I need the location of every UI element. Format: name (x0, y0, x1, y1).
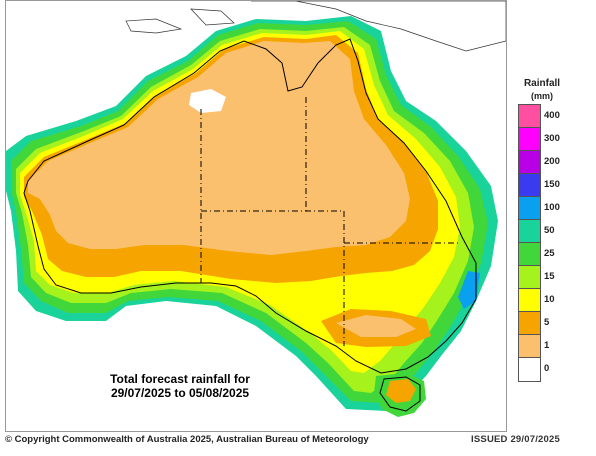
indonesia-islands (125, 8, 235, 34)
legend-label-400: 400 (544, 110, 560, 121)
legend-label-15: 15 (544, 271, 555, 282)
legend-swatch-5 (519, 312, 540, 335)
legend-label-50: 50 (544, 225, 555, 236)
nsw-coast-100mm (458, 271, 480, 309)
state-borders (200, 97, 458, 346)
legend-label-10: 10 (544, 294, 555, 305)
caption-line-2: 29/07/2025 to 05/08/2025 (110, 386, 250, 400)
legend-label-200: 200 (544, 156, 560, 167)
tasmania-coastline (379, 376, 421, 412)
legend-title-text: Rainfall (523, 78, 561, 89)
papua-new-guinea-coast (251, 1, 506, 52)
legend-label-100: 100 (544, 202, 560, 213)
legend-label-5: 5 (544, 317, 550, 328)
legend-label-150: 150 (544, 179, 560, 190)
legend-title: Rainfall (mm) (510, 78, 574, 102)
issued-date: ISSUED 29/07/2025 (471, 434, 560, 445)
legend-label-25: 25 (544, 248, 555, 259)
caption-line-1: Total forecast rainfall for (110, 372, 250, 386)
legend-swatch-100 (519, 197, 540, 220)
legend-swatch-0 (519, 358, 540, 381)
map-caption: Total forecast rainfall for 29/07/2025 t… (80, 372, 280, 400)
legend-swatch-10 (519, 289, 540, 312)
legend-swatch-25 (519, 243, 540, 266)
australia-coastline (23, 38, 477, 374)
legend-swatch-400 (519, 105, 540, 128)
legend-unit: (mm) (531, 91, 553, 101)
legend-swatch-200 (519, 151, 540, 174)
legend-swatch-50 (519, 220, 540, 243)
rainfall-bands (6, 16, 498, 417)
map-panel (5, 0, 507, 432)
legend-swatch-1 (519, 335, 540, 358)
legend-swatch-15 (519, 266, 540, 289)
blank-nt-area (189, 89, 226, 113)
legend-label-1: 1 (544, 340, 550, 351)
legend-label-0: 0 (544, 363, 550, 374)
legend-swatches (518, 104, 541, 382)
legend-swatch-300 (519, 128, 540, 151)
se-dry-pocket-inner (336, 315, 416, 337)
copyright-notice: © Copyright Commonwealth of Australia 20… (5, 434, 369, 445)
legend-swatch-150 (519, 174, 540, 197)
tasmania-inner (386, 379, 416, 403)
rainfall-map (6, 1, 506, 417)
band-1mm (28, 41, 410, 255)
legend-label-300: 300 (544, 133, 560, 144)
